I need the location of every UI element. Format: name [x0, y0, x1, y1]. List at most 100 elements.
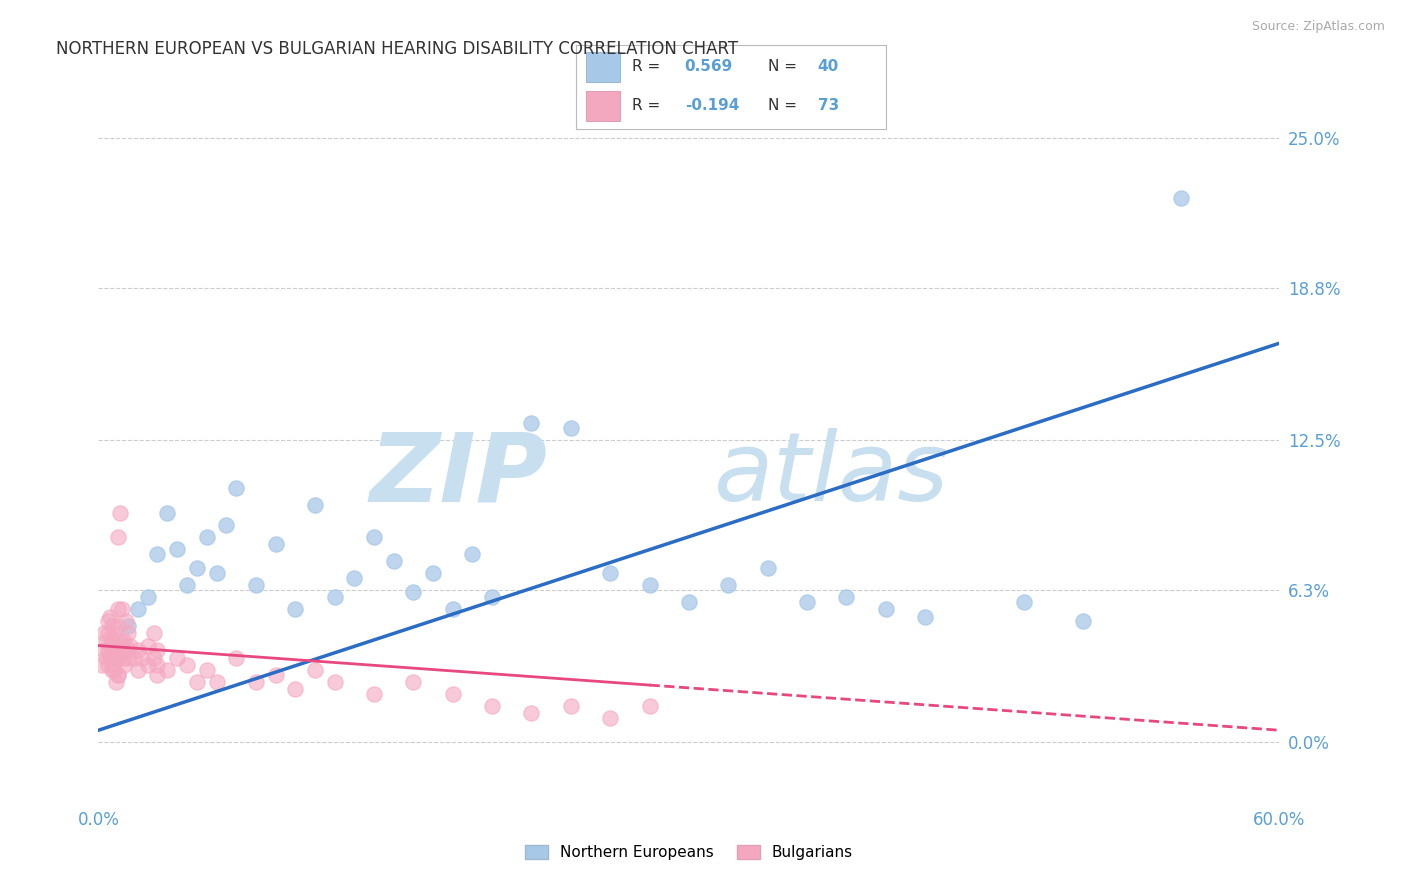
Point	[796, 595, 818, 609]
Point	[441, 602, 464, 616]
Point	[96, 650, 118, 665]
Point	[131, 650, 153, 665]
Point	[112, 650, 135, 665]
Point	[156, 663, 179, 677]
Point	[118, 639, 141, 653]
Point	[363, 530, 385, 544]
Point	[914, 609, 936, 624]
Point	[756, 561, 779, 575]
Point	[215, 517, 238, 532]
Point	[107, 650, 129, 665]
Point	[103, 643, 125, 657]
Point	[176, 657, 198, 672]
Point	[284, 682, 307, 697]
Point	[98, 650, 121, 665]
Legend: Northern Europeans, Bulgarians: Northern Europeans, Bulgarians	[519, 839, 859, 866]
Point	[127, 602, 149, 616]
Point	[422, 566, 444, 580]
Point	[136, 639, 159, 653]
Point	[111, 643, 134, 657]
Text: atlas: atlas	[713, 428, 948, 521]
Point	[560, 421, 582, 435]
Point	[717, 578, 740, 592]
Point	[323, 674, 346, 689]
Point	[107, 602, 129, 616]
Point	[402, 585, 425, 599]
FancyBboxPatch shape	[586, 91, 620, 120]
Point	[264, 667, 287, 681]
Point	[225, 650, 247, 665]
Point	[195, 530, 218, 544]
Point	[1170, 191, 1192, 205]
Point	[96, 633, 118, 648]
Text: ZIP: ZIP	[370, 428, 547, 521]
Point	[108, 633, 131, 648]
Point	[127, 663, 149, 677]
Point	[1012, 595, 1035, 609]
Point	[205, 674, 228, 689]
Point	[107, 619, 129, 633]
Point	[560, 699, 582, 714]
Point	[111, 639, 134, 653]
Point	[363, 687, 385, 701]
Point	[520, 416, 543, 430]
Point	[382, 554, 405, 568]
Point	[117, 643, 139, 657]
Point	[112, 657, 135, 672]
Point	[245, 578, 267, 592]
Point	[245, 674, 267, 689]
Point	[323, 590, 346, 604]
Point	[97, 626, 120, 640]
Point	[599, 711, 621, 725]
Point	[93, 643, 115, 657]
Point	[105, 639, 128, 653]
Point	[205, 566, 228, 580]
Point	[481, 699, 503, 714]
Point	[284, 602, 307, 616]
Point	[101, 633, 124, 648]
Point	[108, 506, 131, 520]
Point	[176, 578, 198, 592]
Point	[441, 687, 464, 701]
Point	[146, 657, 169, 672]
Point	[264, 537, 287, 551]
Point	[461, 547, 484, 561]
Point	[166, 650, 188, 665]
Point	[122, 650, 145, 665]
Point	[166, 541, 188, 556]
Point	[146, 547, 169, 561]
Text: -0.194: -0.194	[685, 98, 740, 113]
Point	[115, 615, 138, 629]
Point	[107, 650, 129, 665]
Point	[402, 674, 425, 689]
Point	[638, 699, 661, 714]
Point	[136, 590, 159, 604]
Point	[142, 626, 165, 640]
Point	[304, 663, 326, 677]
Point	[93, 626, 115, 640]
FancyBboxPatch shape	[586, 53, 620, 82]
Point	[98, 609, 121, 624]
Point	[105, 650, 128, 665]
Text: R =: R =	[633, 59, 665, 74]
Point	[101, 650, 124, 665]
Point	[142, 650, 165, 665]
Point	[186, 561, 208, 575]
Point	[1071, 615, 1094, 629]
Point	[156, 506, 179, 520]
Point	[136, 657, 159, 672]
Point	[195, 663, 218, 677]
Point	[225, 481, 247, 495]
Text: NORTHERN EUROPEAN VS BULGARIAN HEARING DISABILITY CORRELATION CHART: NORTHERN EUROPEAN VS BULGARIAN HEARING D…	[56, 40, 738, 58]
Point	[103, 657, 125, 672]
Point	[304, 498, 326, 512]
Point	[117, 619, 139, 633]
Point	[107, 530, 129, 544]
Point	[638, 578, 661, 592]
Point	[875, 602, 897, 616]
Point	[117, 626, 139, 640]
Point	[103, 663, 125, 677]
Text: N =: N =	[768, 98, 801, 113]
Point	[599, 566, 621, 580]
Point	[107, 667, 129, 681]
